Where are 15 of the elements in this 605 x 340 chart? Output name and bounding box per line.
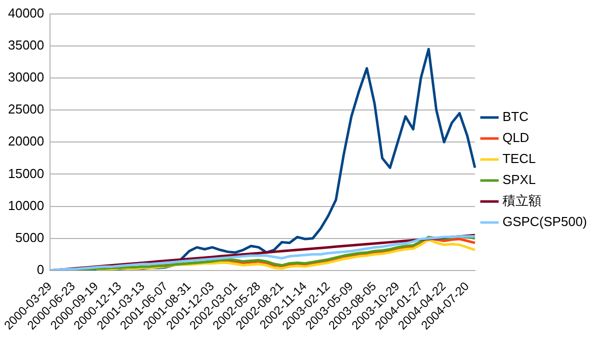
y-tick-label: 25000 [8,102,44,117]
legend-label: GSPC(SP500) [502,214,588,230]
y-tick-label: 5000 [15,230,44,245]
legend-label: TECL [502,151,536,166]
y-tick-label: 20000 [8,134,44,149]
y-tick-label: 10000 [8,198,44,213]
y-tick-label: 35000 [8,37,44,52]
legend-label: SPXL [502,172,536,188]
legend-label: QLD [502,130,530,146]
y-tick-label: 0 [36,262,44,277]
y-tick-label: 40000 [8,5,44,20]
legend-label: 積立額 [502,193,542,208]
y-tick-label: 15000 [8,166,44,181]
legend-label: BTC [502,109,528,124]
y-tick-label: 30000 [8,70,44,85]
